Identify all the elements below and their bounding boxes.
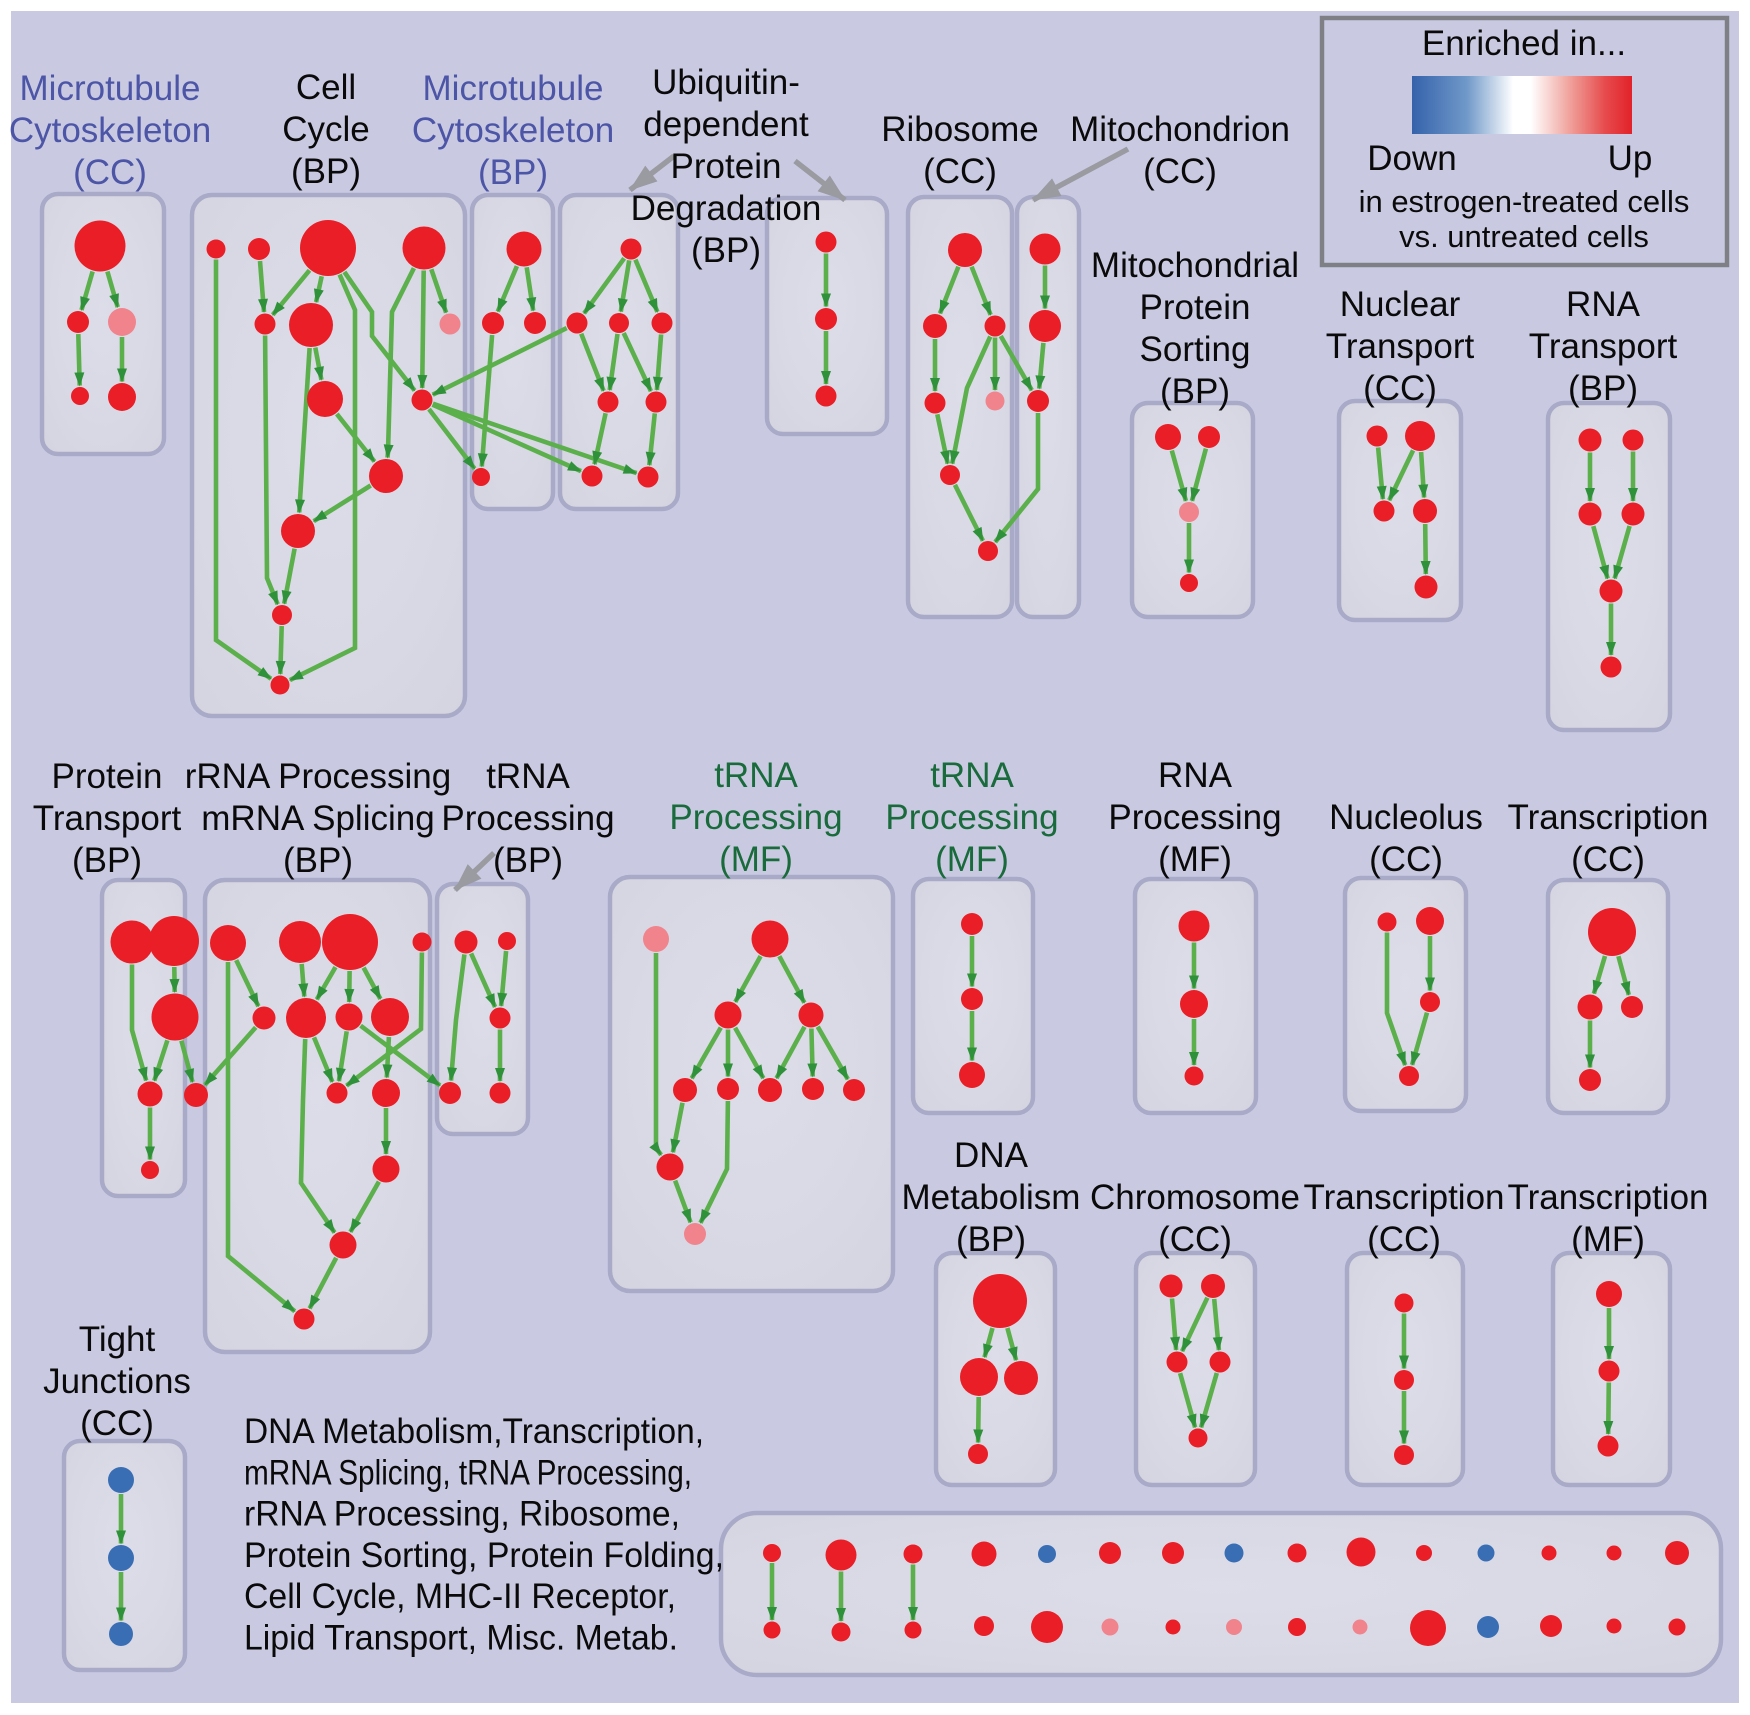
- svg-text:Nuclear: Nuclear: [1340, 285, 1461, 324]
- svg-text:(BP): (BP): [478, 153, 548, 192]
- svg-text:Ribosome: Ribosome: [881, 110, 1039, 149]
- svg-text:Protein: Protein: [1140, 288, 1251, 327]
- svg-text:(CC): (CC): [1367, 1220, 1441, 1259]
- svg-text:(BP): (BP): [72, 841, 142, 880]
- svg-text:mRNA Splicing, tRNA Processing: mRNA Splicing, tRNA Processing,: [244, 1453, 692, 1492]
- svg-text:RNA: RNA: [1158, 756, 1233, 795]
- svg-text:(MF): (MF): [719, 840, 793, 879]
- svg-text:Up: Up: [1608, 139, 1653, 178]
- svg-text:Transcription: Transcription: [1508, 798, 1709, 837]
- svg-text:Processing: Processing: [1108, 798, 1281, 837]
- svg-text:DNA: DNA: [954, 1136, 1029, 1175]
- svg-text:(CC): (CC): [923, 152, 997, 191]
- svg-text:Processing: Processing: [441, 799, 614, 838]
- svg-text:(MF): (MF): [1571, 1220, 1645, 1259]
- svg-text:Tight: Tight: [79, 1320, 156, 1359]
- svg-text:Enriched in...: Enriched in...: [1422, 24, 1626, 63]
- svg-text:dependent: dependent: [643, 105, 809, 144]
- svg-text:(MF): (MF): [935, 840, 1009, 879]
- svg-text:tRNA: tRNA: [486, 757, 570, 796]
- svg-text:(CC): (CC): [80, 1404, 154, 1443]
- svg-text:(BP): (BP): [283, 841, 353, 880]
- svg-text:(CC): (CC): [1571, 840, 1645, 879]
- svg-text:vs. untreated cells: vs. untreated cells: [1399, 219, 1649, 254]
- svg-text:Transcription: Transcription: [1508, 1178, 1709, 1217]
- svg-text:(CC): (CC): [1369, 840, 1443, 879]
- svg-text:Cytoskeleton: Cytoskeleton: [412, 111, 614, 150]
- svg-text:mRNA Splicing: mRNA Splicing: [201, 799, 434, 838]
- svg-text:Lipid Transport, Misc. Metab.: Lipid Transport, Misc. Metab.: [244, 1619, 678, 1658]
- svg-text:Transport: Transport: [1326, 327, 1475, 366]
- svg-text:DNA Metabolism,Transcription,: DNA Metabolism,Transcription,: [244, 1412, 704, 1451]
- svg-text:Microtubule: Microtubule: [423, 69, 604, 108]
- svg-text:Protein: Protein: [52, 757, 163, 796]
- svg-text:in estrogen-treated cells: in estrogen-treated cells: [1359, 184, 1690, 219]
- svg-text:(BP): (BP): [493, 841, 563, 880]
- svg-text:Processing: Processing: [885, 798, 1058, 837]
- svg-text:(CC): (CC): [1363, 369, 1437, 408]
- svg-text:(CC): (CC): [1158, 1220, 1232, 1259]
- svg-text:(BP): (BP): [1160, 372, 1230, 411]
- svg-text:Cell Cycle, MHC-II Receptor,: Cell Cycle, MHC-II Receptor,: [244, 1577, 676, 1616]
- svg-text:Nucleolus: Nucleolus: [1329, 798, 1483, 837]
- svg-text:Processing: Processing: [669, 798, 842, 837]
- svg-text:tRNA: tRNA: [714, 756, 798, 795]
- svg-text:(CC): (CC): [1143, 152, 1217, 191]
- svg-text:(BP): (BP): [956, 1220, 1026, 1259]
- svg-text:(BP): (BP): [291, 152, 361, 191]
- svg-text:rRNA Processing, Ribosome,: rRNA Processing, Ribosome,: [244, 1495, 680, 1534]
- svg-text:Cell: Cell: [296, 68, 356, 107]
- svg-text:(MF): (MF): [1158, 840, 1232, 879]
- svg-text:Degradation: Degradation: [631, 189, 822, 228]
- svg-text:Chromosome: Chromosome: [1090, 1178, 1300, 1217]
- svg-text:Metabolism: Metabolism: [902, 1178, 1081, 1217]
- svg-text:(BP): (BP): [1568, 369, 1638, 408]
- svg-text:tRNA: tRNA: [930, 756, 1014, 795]
- svg-text:Transcription: Transcription: [1304, 1178, 1505, 1217]
- svg-text:Sorting: Sorting: [1140, 330, 1251, 369]
- svg-text:Microtubule: Microtubule: [20, 69, 201, 108]
- svg-text:Protein Sorting, Protein Foldi: Protein Sorting, Protein Folding,: [244, 1536, 724, 1575]
- svg-text:Cycle: Cycle: [282, 110, 370, 149]
- svg-text:Protein: Protein: [671, 147, 782, 186]
- svg-text:(CC): (CC): [73, 153, 147, 192]
- svg-text:Down: Down: [1367, 139, 1456, 178]
- svg-text:rRNA Processing: rRNA Processing: [185, 757, 451, 796]
- svg-text:Transport: Transport: [1529, 327, 1678, 366]
- svg-text:Junctions: Junctions: [43, 1362, 191, 1401]
- svg-text:Transport: Transport: [33, 799, 182, 838]
- svg-text:(BP): (BP): [691, 231, 761, 270]
- svg-text:Ubiquitin-: Ubiquitin-: [652, 63, 800, 102]
- svg-text:RNA: RNA: [1566, 285, 1641, 324]
- svg-text:Cytoskeleton: Cytoskeleton: [9, 111, 211, 150]
- svg-text:Mitochondrion: Mitochondrion: [1070, 110, 1290, 149]
- svg-text:Mitochondrial: Mitochondrial: [1091, 246, 1299, 285]
